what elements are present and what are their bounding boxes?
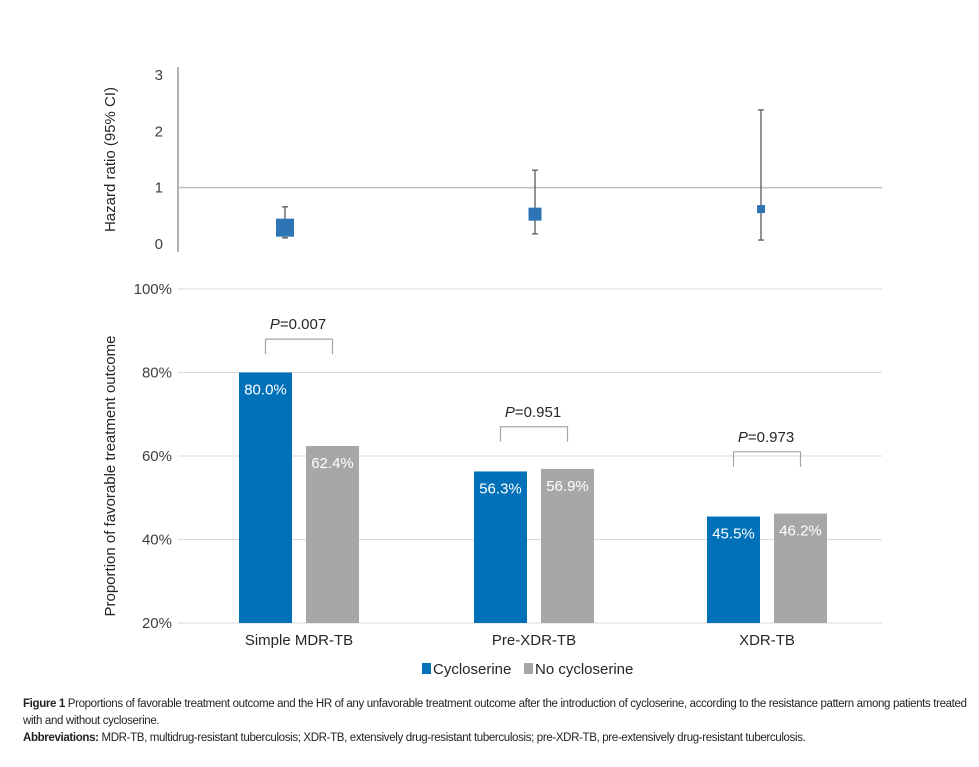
category-label: XDR-TB [739,632,795,649]
p-value-label: P=0.951 [505,404,561,421]
hr-tick-label: 2 [155,123,163,140]
bar-no-cycloserine [306,445,359,623]
bar-chart: 20% 40% 60% 80% 100% 80.0% 56.3% 45.5% 62.4% 56.… [102,281,882,678]
hr-tick-label: 1 [155,180,163,197]
hr-point-marker [528,207,542,221]
bar-no-cycloserine [774,513,827,623]
figure-caption-text: Proportions of favorable treatment outco… [23,698,967,727]
legend-swatch [422,663,431,674]
hr-y-axis-label: Hazard ratio (95% CI) [102,87,119,232]
p-value-label: P=0.007 [270,316,326,333]
p-symbol: P [270,316,280,333]
p-value-label: P=0.973 [738,429,794,446]
category-label: Simple MDR-TB [245,632,353,649]
significance-bracket [264,338,334,355]
bar-cycloserine [239,372,292,623]
legend-label: Cycloserine [433,661,511,678]
figure-label: Figure 1 [23,698,65,710]
abbreviations-text: MDR-TB, multidrug-resistant tuberculosis… [98,732,806,744]
hr-tick-label: 3 [155,67,163,84]
bar-y-axis-label: Proportion of favorable treatment outcom… [102,336,119,617]
bar-tick-label: 20% [142,615,172,632]
figure: 0 1 2 3 Hazard ratio (95% CI) 20% 40% 60% 80% 1… [102,67,882,678]
hr-point-marker [757,205,765,214]
p-symbol: P [738,429,748,446]
legend: Cycloserine No cycloserine [422,661,633,678]
hr-point-2 [528,169,542,235]
bar-value-label: 80.0% [244,382,287,399]
p-value: =0.973 [748,429,794,446]
bar-value-label: 46.2% [779,523,822,540]
significance-bracket [499,426,569,442]
significance-bracket [732,451,802,467]
hr-point-3 [757,109,765,241]
p-symbol: P [505,404,515,421]
legend-swatch [524,663,533,674]
hr-tick-label: 0 [155,236,163,253]
legend-label: No cycloserine [535,661,633,678]
hazard-ratio-plot: 0 1 2 3 Hazard ratio (95% CI) [102,67,882,253]
bar-value-label: 56.9% [546,478,589,495]
bar-tick-label: 60% [142,448,172,465]
bar-cycloserine [474,471,527,623]
hr-point-marker [276,218,294,237]
category-label: Pre-XDR-TB [492,632,576,649]
bar-tick-label: 40% [142,532,172,549]
figure-caption: Figure 1 Proportions of favorable treatm… [23,696,973,747]
bar-value-label: 56.3% [479,480,522,497]
bar-tick-label: 80% [142,365,172,382]
p-value: =0.951 [515,404,561,421]
hr-point-1 [276,206,294,239]
abbreviations-label: Abbreviations: [23,732,99,744]
p-value: =0.007 [280,316,326,333]
bar-cycloserine [707,516,760,623]
bar-tick-label: 100% [134,281,172,298]
bar-no-cycloserine [541,468,594,623]
bar-value-label: 62.4% [311,455,354,472]
bar-value-label: 45.5% [712,526,755,543]
